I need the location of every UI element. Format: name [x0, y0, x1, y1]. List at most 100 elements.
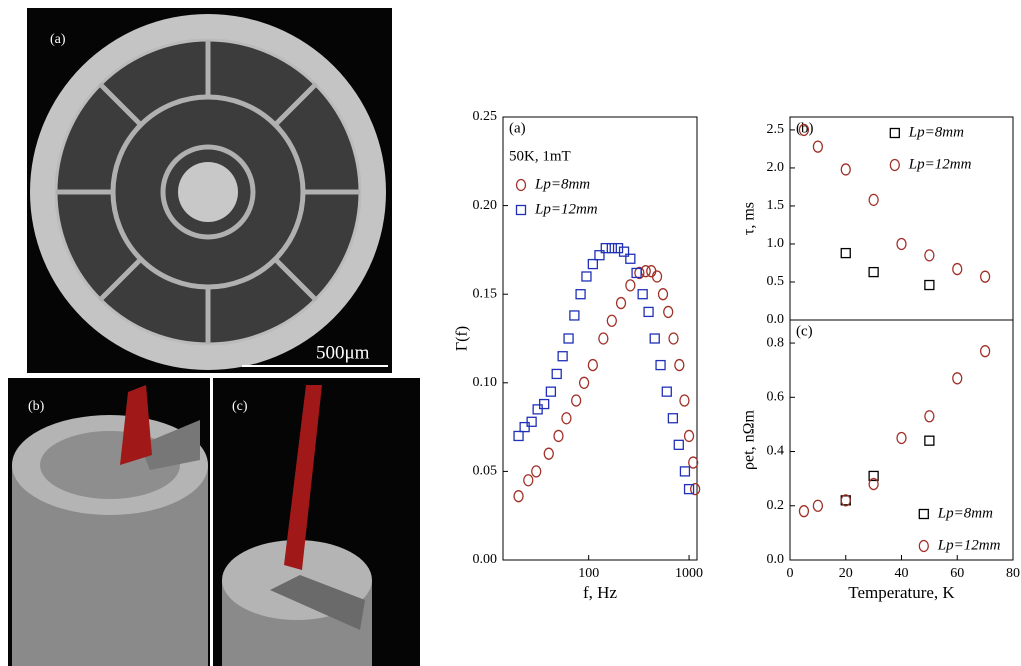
y-tick-label: 0.2 [767, 498, 785, 513]
data-point [649, 333, 660, 344]
data-point [634, 266, 645, 280]
image-c: (c) [213, 378, 420, 666]
data-point [683, 483, 695, 495]
y-tick-label: 0.05 [473, 464, 498, 479]
data-point [952, 262, 963, 276]
data-point [924, 249, 935, 262]
y-tick-label: 0.4 [767, 444, 785, 459]
data-point [673, 439, 684, 450]
data-point [625, 279, 636, 292]
data-point [581, 271, 592, 282]
data-point [615, 296, 627, 310]
data-point [868, 477, 879, 491]
data-point [924, 435, 935, 446]
y-tick-label: 1.5 [767, 198, 785, 213]
data-point [679, 466, 691, 477]
y-tick-label: 0.10 [473, 375, 498, 390]
twist-band [140, 420, 200, 470]
data-point [543, 447, 554, 460]
data-point [683, 429, 695, 443]
legend-marker [918, 508, 929, 520]
data-point [531, 465, 542, 478]
data-point [594, 250, 605, 261]
x-tick-label: 60 [950, 566, 964, 581]
data-point [637, 289, 648, 300]
data-point [526, 416, 537, 427]
annotation: 50K, 1mT [509, 148, 571, 164]
y-tick-label: 0.20 [473, 198, 498, 213]
legend-marker [515, 204, 527, 216]
legend-label: Lp=12mm [908, 156, 972, 172]
data-point [631, 267, 642, 279]
legend-marker [889, 158, 900, 172]
plot-frame [789, 116, 1014, 321]
y-tick-label: 0.25 [473, 109, 498, 124]
legend-marker [515, 178, 527, 192]
data-point [924, 410, 935, 423]
data-point [643, 306, 654, 318]
legend-label: Lp=12mm [534, 201, 598, 217]
data-point [551, 368, 562, 380]
y-tick-label: 1.0 [767, 236, 785, 251]
data-point [657, 288, 669, 301]
data-point [979, 270, 991, 283]
x-tick-label: 20 [839, 566, 853, 581]
filament-bundle [284, 385, 322, 570]
x-axis-label: Temperature, K [848, 583, 955, 602]
data-point [667, 413, 679, 424]
y-tick-label: 0.00 [473, 552, 498, 567]
annotation: (c) [796, 323, 813, 339]
data-point [575, 289, 586, 300]
y-tick-label: 0.0 [767, 552, 785, 567]
plot-frame [502, 116, 698, 561]
y-tick-label: 2.0 [767, 160, 785, 175]
legend-label: Lp=8mm [937, 505, 993, 521]
legend-label: Lp=8mm [534, 176, 590, 192]
data-point [600, 242, 611, 254]
data-point [612, 242, 624, 254]
data-point [924, 279, 935, 291]
data-point [606, 314, 617, 327]
data-point [532, 404, 543, 415]
x-tick-label: 1000 [675, 566, 703, 581]
data-point [812, 140, 824, 153]
data-point [539, 398, 550, 410]
data-point [553, 429, 564, 443]
data-point [798, 123, 810, 137]
data-point [840, 247, 851, 259]
y-tick-label: 2.5 [767, 122, 785, 137]
data-point [651, 270, 663, 283]
annotation: (b) [796, 120, 814, 136]
scale-label: 500μm [316, 342, 370, 363]
y-tick-label: 0.8 [767, 335, 785, 350]
data-point [689, 482, 701, 496]
legend-label: Lp=8mm [908, 124, 964, 140]
y-tick-label: 0.6 [767, 390, 785, 405]
data-point [661, 386, 672, 397]
x-tick-label: 40 [895, 566, 909, 581]
data-point [571, 394, 582, 407]
data-point [523, 474, 534, 487]
data-point [598, 332, 609, 345]
data-point [674, 358, 685, 372]
core [178, 162, 238, 222]
y-tick-label: 0.5 [767, 274, 785, 289]
image-label: (a) [50, 32, 66, 47]
data-point [563, 333, 574, 344]
image-b: (b) [8, 378, 210, 666]
data-point [663, 305, 674, 319]
data-point [798, 505, 810, 518]
image-label: (c) [232, 399, 248, 414]
image-a: (a) 500μm [27, 8, 392, 373]
image-label: (b) [28, 399, 45, 414]
filament-bundle [120, 385, 152, 465]
y-axis-label: τ, ms [741, 202, 758, 235]
x-axis-label: f, Hz [583, 583, 617, 602]
data-point [513, 430, 524, 442]
plot-frame [789, 319, 1014, 561]
data-point [655, 359, 666, 371]
data-point [561, 412, 572, 425]
data-point [896, 237, 907, 251]
data-point [606, 242, 617, 254]
